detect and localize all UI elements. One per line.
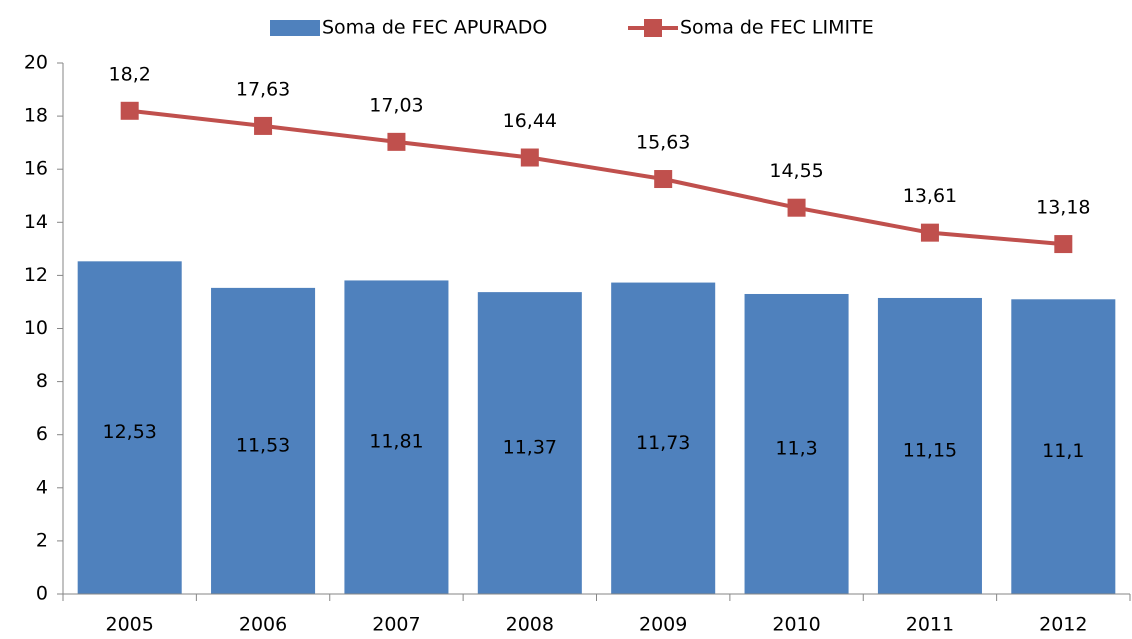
line-value-label: 13,18	[1036, 197, 1090, 219]
bar	[211, 287, 316, 594]
line-value-label: 13,61	[903, 185, 957, 207]
y-tick-label: 14	[24, 211, 48, 233]
line-marker	[787, 198, 806, 217]
line-value-label: 18,2	[109, 63, 151, 85]
y-tick-label: 18	[24, 105, 48, 127]
bar-value-label: 11,81	[369, 431, 423, 453]
bar	[877, 297, 982, 594]
line-value-label: 14,55	[769, 160, 823, 182]
y-tick-label: 10	[24, 317, 48, 339]
y-tick-label: 8	[36, 370, 48, 392]
bar	[77, 261, 182, 594]
bar-value-label: 12,53	[102, 421, 156, 443]
bar-value-label: 11,3	[775, 437, 817, 459]
legend-swatch	[270, 20, 320, 36]
y-tick-label: 16	[24, 158, 48, 180]
bar-value-label: 11,1	[1042, 440, 1084, 462]
bar	[477, 292, 582, 594]
y-tick-label: 12	[24, 264, 48, 286]
legend-label: Soma de FEC LIMITE	[680, 17, 874, 39]
line-value-label: 17,63	[236, 78, 290, 100]
line-marker	[254, 116, 273, 135]
line-value-label: 17,03	[369, 94, 423, 116]
x-tick-label: 2008	[506, 614, 554, 636]
x-tick-label: 2009	[639, 614, 687, 636]
line-marker	[387, 132, 406, 151]
bar-value-label: 11,53	[236, 434, 290, 456]
x-tick-label: 2011	[906, 614, 954, 636]
bar-value-label: 11,37	[503, 437, 557, 459]
bar-value-label: 11,73	[636, 432, 690, 454]
line	[129, 108, 1064, 247]
legend-swatch-marker	[644, 19, 662, 37]
x-tick-label: 2005	[106, 614, 154, 636]
x-tick-label: 2010	[772, 614, 820, 636]
line-marker	[920, 223, 939, 242]
bar	[1011, 299, 1116, 594]
bar	[344, 280, 449, 594]
y-tick-label: 6	[36, 423, 48, 445]
line-marker	[120, 101, 139, 120]
line-marker	[520, 148, 539, 167]
y-tick-label: 0	[36, 583, 48, 605]
bar	[744, 293, 849, 594]
line-value-label: 16,44	[503, 110, 557, 132]
bar	[611, 282, 716, 594]
x-tick-label: 2012	[1039, 614, 1087, 636]
x-tick-label: 2007	[372, 614, 420, 636]
x-tick-label: 2006	[239, 614, 287, 636]
y-tick-label: 20	[24, 52, 48, 74]
legend-label: Soma de FEC APURADO	[322, 17, 547, 39]
y-tick-label: 4	[36, 476, 48, 498]
line-value-label: 15,63	[636, 132, 690, 154]
line-marker	[654, 170, 673, 189]
line-marker	[1054, 235, 1073, 254]
y-tick-label: 2	[36, 529, 48, 551]
bar-value-label: 11,15	[903, 439, 957, 461]
